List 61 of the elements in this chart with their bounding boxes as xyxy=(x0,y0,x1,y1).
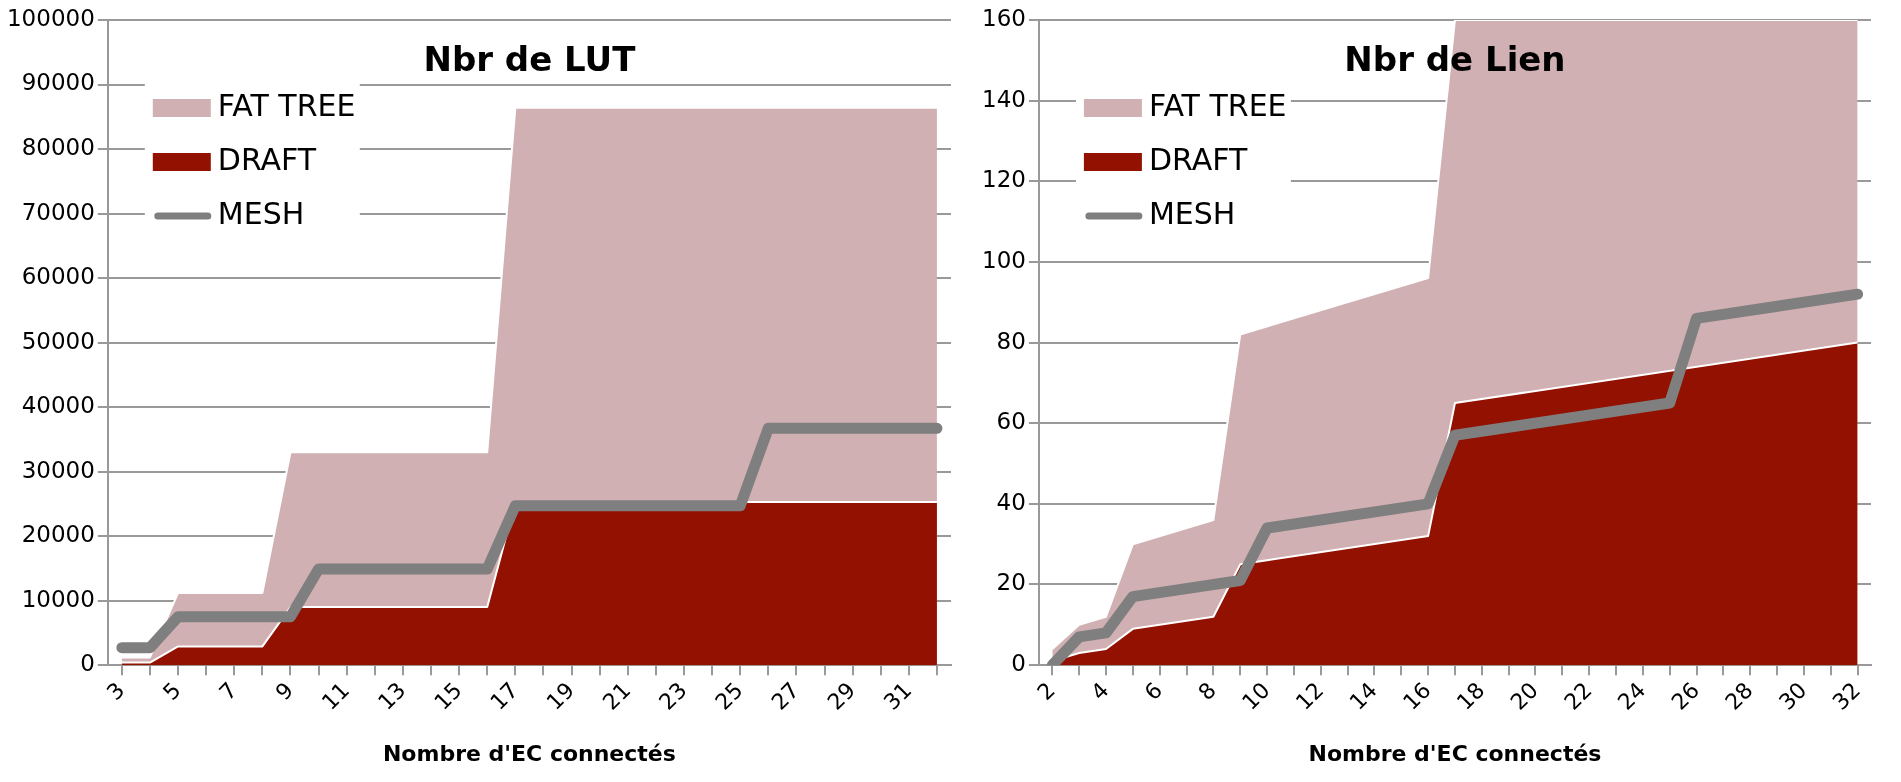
y-tick-label: 120 xyxy=(981,166,1026,193)
x-tick-label: 28 xyxy=(1720,677,1758,715)
x-tick-label: 2 xyxy=(1032,677,1060,705)
y-tick-label: 30000 xyxy=(21,456,95,483)
legend-label: MESH xyxy=(217,195,305,231)
x-tick-label: 8 xyxy=(1193,677,1221,705)
x-tick-label: 12 xyxy=(1290,677,1329,715)
x-tick-label: 3 xyxy=(101,677,130,705)
legend-label: DRAFT xyxy=(217,141,317,177)
x-tick-label: 32 xyxy=(1827,677,1866,715)
y-tick-label: 80000 xyxy=(21,134,95,160)
y-tick-label: 0 xyxy=(1011,650,1026,677)
y-tick-label: 140 xyxy=(981,85,1026,112)
x-axis-title: Nombre d'EC connectés xyxy=(382,740,676,766)
x-tick-label: 10 xyxy=(1237,677,1275,715)
y-tick-label: 20000 xyxy=(21,521,95,548)
x-tick-label: 16 xyxy=(1398,677,1436,715)
x-tick-label: 29 xyxy=(822,677,861,715)
x-tick-label: 22 xyxy=(1559,677,1597,715)
y-tick-label: 90000 xyxy=(21,69,95,96)
x-tick-label: 14 xyxy=(1344,677,1382,715)
y-tick-label: 20 xyxy=(996,569,1026,596)
y-tick-label: 100 xyxy=(981,246,1026,273)
x-tick-label: 11 xyxy=(316,677,355,715)
x-tick-label: 5 xyxy=(158,677,186,705)
y-tick-label: 40 xyxy=(996,488,1026,515)
x-tick-label: 31 xyxy=(878,677,917,715)
y-tick-label: 70000 xyxy=(21,198,95,225)
y-tick-label: 10000 xyxy=(21,585,95,612)
x-tick-label: 17 xyxy=(485,677,523,715)
x-tick-label: 4 xyxy=(1086,677,1114,705)
x-tick-label: 23 xyxy=(654,677,692,715)
x-tick-label: 6 xyxy=(1139,677,1168,705)
x-tick-label: 20 xyxy=(1505,677,1544,715)
x-tick-label: 26 xyxy=(1666,677,1705,715)
x-tick-label: 15 xyxy=(429,677,467,715)
x-axis-title: Nombre d'EC connectés xyxy=(1308,740,1602,766)
y-tick-label: 160 xyxy=(981,4,1026,31)
x-tick-label: 13 xyxy=(373,677,411,715)
x-tick-label: 18 xyxy=(1451,677,1490,715)
x-tick-label: 9 xyxy=(270,677,299,705)
x-tick-label: 21 xyxy=(597,677,636,715)
x-tick-label: 19 xyxy=(541,677,580,715)
y-tick-label: 60 xyxy=(996,408,1026,435)
y-tick-label: 80 xyxy=(996,327,1026,354)
y-tick-label: 40000 xyxy=(21,392,95,419)
legend-label: DRAFT xyxy=(1148,141,1248,177)
legend-label: FAT TREE xyxy=(217,87,356,123)
text: Nbr de Lien xyxy=(1344,38,1566,79)
x-tick-label: 25 xyxy=(710,677,748,715)
text: Nbr de LUT xyxy=(423,38,637,79)
legend-label: FAT TREE xyxy=(1148,87,1287,123)
y-tick-label: 60000 xyxy=(21,263,95,290)
x-tick-label: 7 xyxy=(214,677,242,705)
y-tick-label: 0 xyxy=(80,650,95,677)
legend-label: MESH xyxy=(1148,195,1236,231)
x-tick-label: 30 xyxy=(1774,677,1812,715)
y-tick-label: 50000 xyxy=(21,327,95,354)
x-tick-label: 27 xyxy=(766,677,804,715)
y-tick-label: 100000 xyxy=(6,4,95,31)
x-tick-label: 24 xyxy=(1612,677,1651,715)
